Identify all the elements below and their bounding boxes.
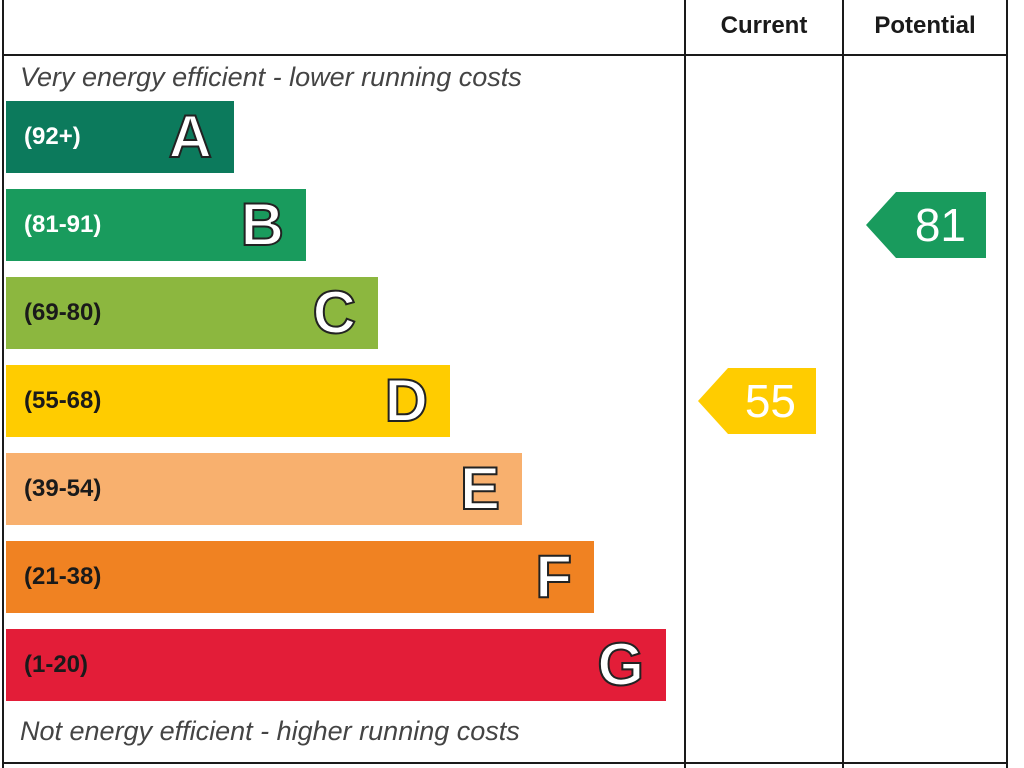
band-e: (39-54) E xyxy=(6,453,522,525)
band-letter: F xyxy=(534,543,573,610)
efficiency-caption-top: Very energy efficient - lower running co… xyxy=(20,62,522,92)
band-range-label: (21-38) xyxy=(24,563,102,590)
potential-rating-marker: 81 xyxy=(866,192,986,258)
band-letter: B xyxy=(240,191,285,258)
efficiency-caption-bottom: Not energy efficient - higher running co… xyxy=(20,716,520,746)
band-range-label: (1-20) xyxy=(24,651,89,678)
band-b: (81-91) B xyxy=(6,189,306,261)
band-d: (55-68) D xyxy=(6,365,450,437)
band-letter: C xyxy=(312,279,357,346)
footer-divider xyxy=(2,762,1008,764)
potential-column-header: Potential xyxy=(874,12,976,39)
divider-left xyxy=(2,0,4,768)
band-c: (69-80) C xyxy=(6,277,378,349)
band-letter: G xyxy=(596,631,645,698)
band-range-label: (55-68) xyxy=(24,387,102,414)
divider-right xyxy=(1006,0,1008,768)
band-letter: A xyxy=(168,103,213,170)
divider-potential xyxy=(842,0,844,768)
band-a: (92+) A xyxy=(6,101,234,173)
current-rating-marker: 55 xyxy=(698,368,816,434)
band-letter: D xyxy=(384,367,429,434)
band-range-label: (39-54) xyxy=(24,475,102,502)
band-range-label: (92+) xyxy=(24,123,81,150)
band-g: (1-20) G xyxy=(6,629,666,701)
band-range-label: (69-80) xyxy=(24,299,102,326)
current-column-header: Current xyxy=(720,12,808,39)
band-letter: E xyxy=(459,455,501,522)
band-f: (21-38) F xyxy=(6,541,594,613)
band-range-label: (81-91) xyxy=(24,211,102,238)
divider-current xyxy=(684,0,686,768)
header-divider xyxy=(2,54,1008,56)
